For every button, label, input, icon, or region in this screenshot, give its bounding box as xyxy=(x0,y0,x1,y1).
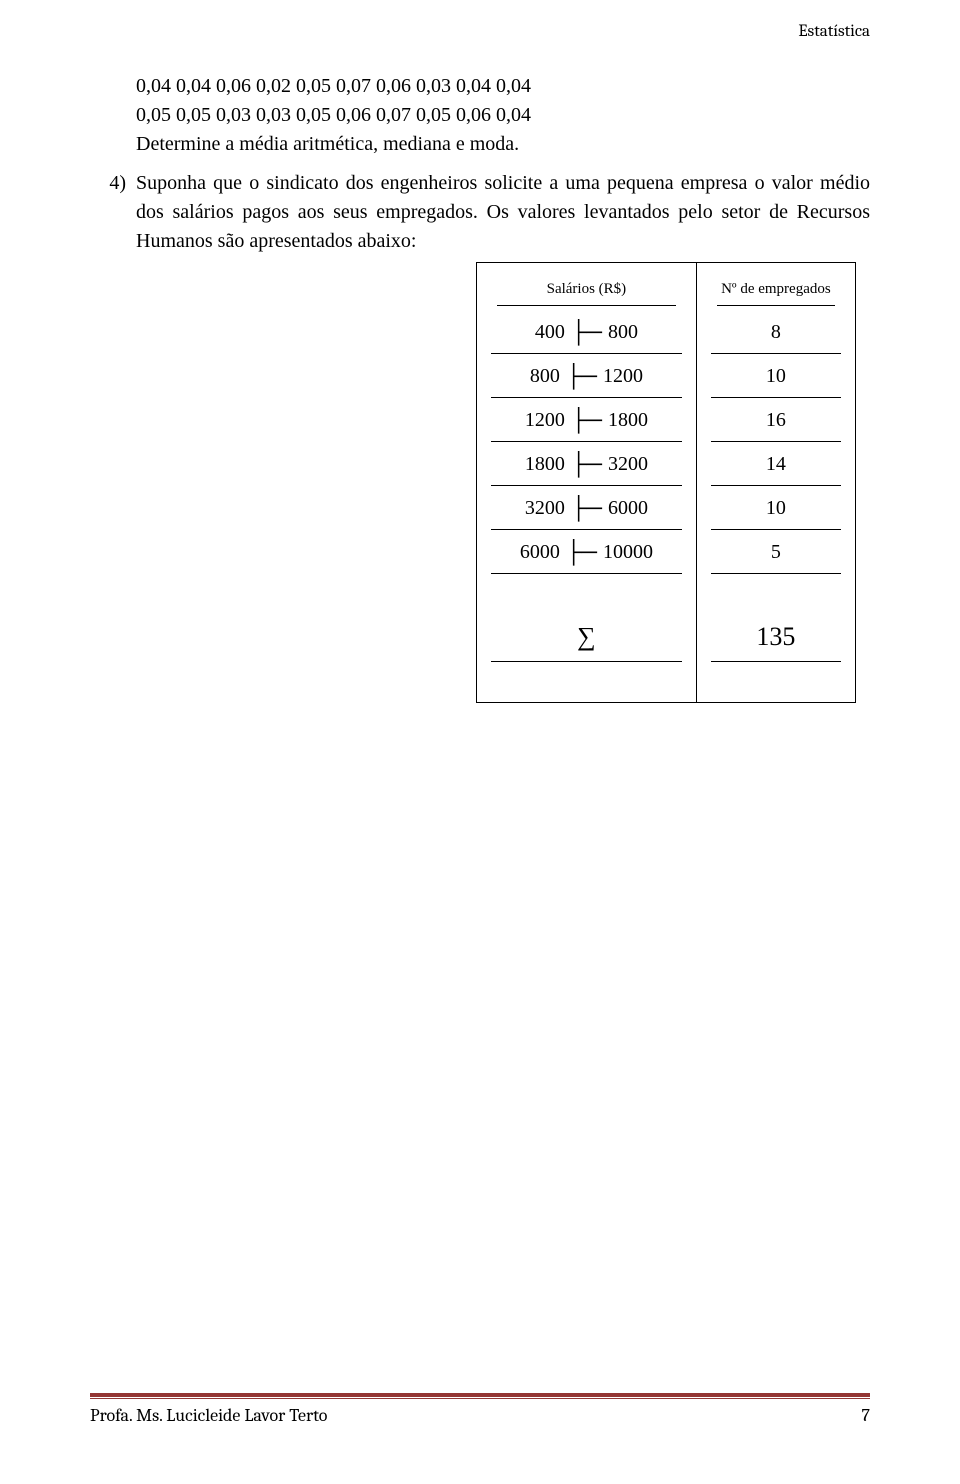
range-low: 400 xyxy=(535,318,565,347)
cell-salary-range: 1800 ├─ 3200 xyxy=(477,442,697,486)
cell-count: 5 xyxy=(696,530,855,574)
table-row: 6000 ├─ 10000 5 xyxy=(477,530,856,574)
exercise-item-4: 4) Suponha que o sindicato dos engenheir… xyxy=(90,169,870,703)
page: Estatística 0,04 0,04 0,06 0,02 0,05 0,0… xyxy=(0,0,960,1484)
range-low: 1200 xyxy=(525,406,565,435)
table-row: 400 ├─ 800 8 xyxy=(477,310,856,354)
cell-count: 16 xyxy=(696,398,855,442)
range-high: 1200 xyxy=(603,362,643,391)
interval-bracket-icon: ├─ xyxy=(571,497,602,519)
cell-salary-range: 1200 ├─ 1800 xyxy=(477,398,697,442)
page-header-subject: Estatística xyxy=(798,22,870,41)
interval-bracket-icon: ├─ xyxy=(566,365,597,387)
item-number: 4) xyxy=(90,169,136,703)
col-header-salarios: Salários (R$) xyxy=(477,263,697,310)
cell-salary-range: 800 ├─ 1200 xyxy=(477,354,697,398)
table-spacer-row xyxy=(477,574,856,614)
range-high: 3200 xyxy=(608,450,648,479)
page-footer: Profa. Ms. Lucicleide Lavor Terto 7 xyxy=(90,1393,870,1426)
col-header-salarios-label: Salários (R$) xyxy=(497,273,676,306)
data-instruction: Determine a média aritmética, mediana e … xyxy=(136,130,870,159)
interval-bracket-icon: ├─ xyxy=(566,541,597,563)
range-high: 6000 xyxy=(608,494,648,523)
range-high: 1800 xyxy=(608,406,648,435)
salary-table-wrap: Salários (R$) Nº de empregados 400├─8008… xyxy=(476,262,856,703)
interval-bracket-icon: ├─ xyxy=(571,409,602,431)
col-header-empregados: Nº de empregados xyxy=(696,263,855,310)
content: 0,04 0,04 0,06 0,02 0,05 0,07 0,06 0,03 … xyxy=(90,72,870,703)
range-low: 800 xyxy=(530,362,560,391)
table-row: 1200 ├─ 1800 16 xyxy=(477,398,856,442)
range-high: 10000 xyxy=(603,538,653,567)
cell-salary-range: 3200 ├─ 6000 xyxy=(477,486,697,530)
table-row: 3200 ├─ 6000 10 xyxy=(477,486,856,530)
range-high: 800 xyxy=(608,318,638,347)
table-row: 1800 ├─ 3200 14 xyxy=(477,442,856,486)
table-bottom-spacer xyxy=(477,662,856,702)
footer-rule xyxy=(90,1393,870,1399)
cell-salary-range: 6000 ├─ 10000 xyxy=(477,530,697,574)
cell-count: 10 xyxy=(696,354,855,398)
cell-count: 8 xyxy=(696,310,855,354)
range-low: 3200 xyxy=(525,494,565,523)
item-paragraph: Suponha que o sindicato dos engenheiros … xyxy=(136,169,870,256)
cell-count: 10 xyxy=(696,486,855,530)
footer-author: Profa. Ms. Lucicleide Lavor Terto xyxy=(90,1405,327,1426)
table-sum-row: ∑ 135 xyxy=(477,614,856,663)
data-line-2: 0,05 0,05 0,03 0,03 0,05 0,06 0,07 0,05 … xyxy=(136,101,870,130)
interval-bracket-icon: ├─ xyxy=(571,321,602,343)
data-line-1: 0,04 0,04 0,06 0,02 0,05 0,07 0,06 0,03 … xyxy=(136,72,870,101)
interval-bracket-icon: ├─ xyxy=(571,453,602,475)
sigma-symbol: ∑ xyxy=(577,622,596,651)
item-body: Suponha que o sindicato dos engenheiros … xyxy=(136,169,870,703)
sum-value: 135 xyxy=(711,614,841,663)
range-low: 6000 xyxy=(520,538,560,567)
cell-count: 14 xyxy=(696,442,855,486)
cell-salary-range: 400 ├─ 800 xyxy=(477,310,697,354)
footer-line: Profa. Ms. Lucicleide Lavor Terto 7 xyxy=(90,1405,870,1426)
salary-table: Salários (R$) Nº de empregados 400├─8008… xyxy=(476,262,856,703)
table-row: 800 ├─ 1200 10 xyxy=(477,354,856,398)
range-low: 1800 xyxy=(525,450,565,479)
data-block: 0,04 0,04 0,06 0,02 0,05 0,07 0,06 0,03 … xyxy=(136,72,870,159)
footer-page-number: 7 xyxy=(862,1405,870,1426)
col-header-empregados-label: Nº de empregados xyxy=(717,273,835,306)
